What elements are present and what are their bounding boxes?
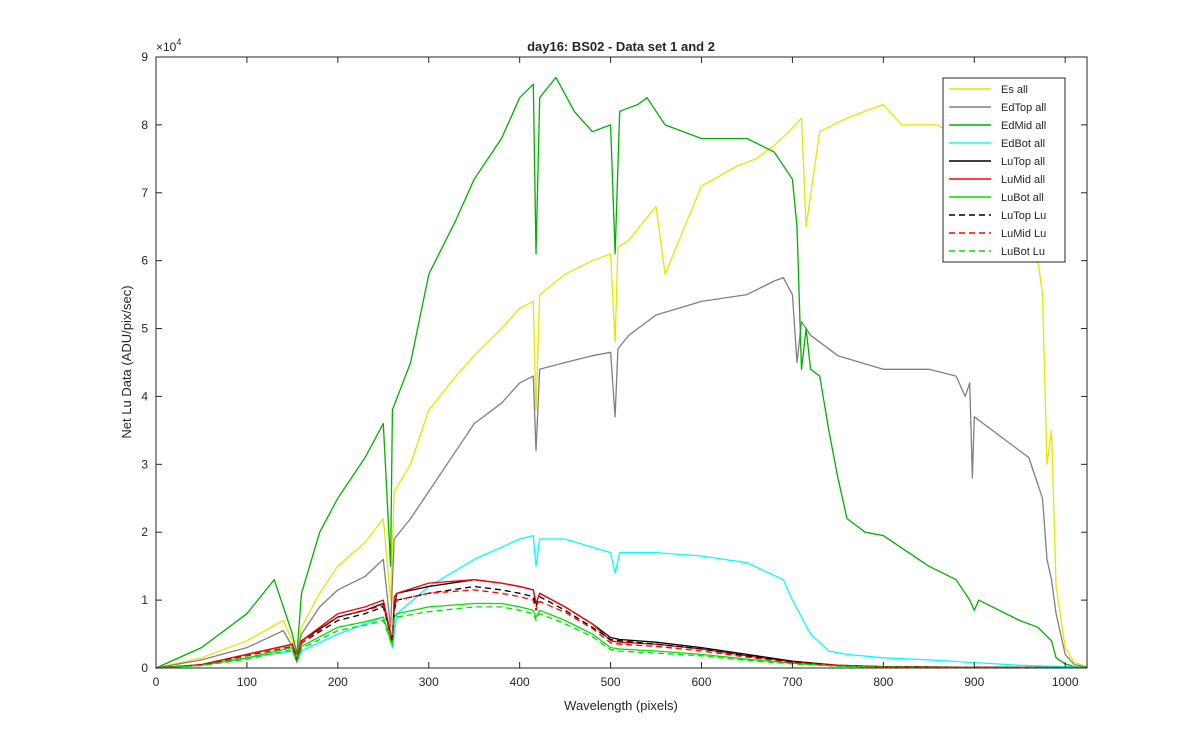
series-line — [155, 602, 1088, 669]
x-tick-label: 600 — [691, 675, 711, 689]
legend-label: LuBot all — [1001, 192, 1044, 204]
y-tick-label: 4 — [141, 389, 148, 403]
legend: Es all EdTop all EdMid all EdBot all LuTop a… — [942, 77, 1066, 263]
y-tick-label: 8 — [141, 118, 148, 132]
x-axis-label: Wavelength (pixels) — [564, 698, 678, 713]
chart-title: day16: BS02 - Data set 1 and 2 — [527, 39, 715, 54]
x-tick-label: 800 — [873, 675, 893, 689]
x-tick-label: 500 — [601, 675, 621, 689]
y-tick-label: 6 — [141, 254, 148, 268]
x-tick-label: 200 — [328, 675, 348, 689]
x-tick-label: 300 — [419, 675, 439, 689]
legend-label: LuTop all — [1001, 156, 1045, 168]
y-tick-label: 0 — [141, 661, 148, 675]
x-tick-label: 400 — [510, 675, 530, 689]
series-line — [155, 76, 1088, 669]
y-tick-label: 7 — [141, 186, 148, 200]
legend-box — [942, 77, 1066, 263]
legend-label: LuTop Lu — [1001, 210, 1046, 222]
legend-label: EdMid all — [1001, 120, 1046, 132]
y-axis-label: Net Lu Data (ADU/pix/sec) — [119, 285, 134, 438]
series-layer — [155, 76, 1088, 669]
legend-label: EdTop all — [1001, 102, 1046, 114]
x-tick-label: 0 — [153, 675, 160, 689]
legend-label: LuMid all — [1001, 174, 1045, 186]
series-line — [155, 606, 1088, 669]
legend-label: LuBot Lu — [1001, 246, 1045, 258]
series-line — [155, 589, 1088, 669]
y-tick-label: 9 — [141, 50, 148, 64]
y-exponent-base: ×10 — [156, 40, 177, 54]
plot-area-frame — [155, 56, 1088, 669]
y-tick-label: 5 — [141, 322, 148, 336]
legend-label: EdBot all — [1001, 138, 1045, 150]
y-tick-label: 3 — [141, 457, 148, 471]
axes-layer: 0 100 200 300 400 500 600 700 800 900 1000 0 1 2 3 4 5 6 7… — [141, 50, 1087, 689]
x-tick-label: 1000 — [1052, 675, 1079, 689]
x-tick-label: 900 — [964, 675, 984, 689]
x-tick-label: 100 — [237, 675, 257, 689]
y-exponent-power: 4 — [176, 37, 181, 47]
y-tick-label: 1 — [141, 593, 148, 607]
x-tick-label: 700 — [782, 675, 802, 689]
series-line — [155, 276, 1088, 669]
legend-label: Es all — [1001, 84, 1028, 96]
series-line — [155, 534, 1088, 669]
legend-label: LuMid Lu — [1001, 228, 1046, 240]
y-exponent-label: ×104 — [156, 37, 181, 54]
y-tick-label: 2 — [141, 525, 148, 539]
